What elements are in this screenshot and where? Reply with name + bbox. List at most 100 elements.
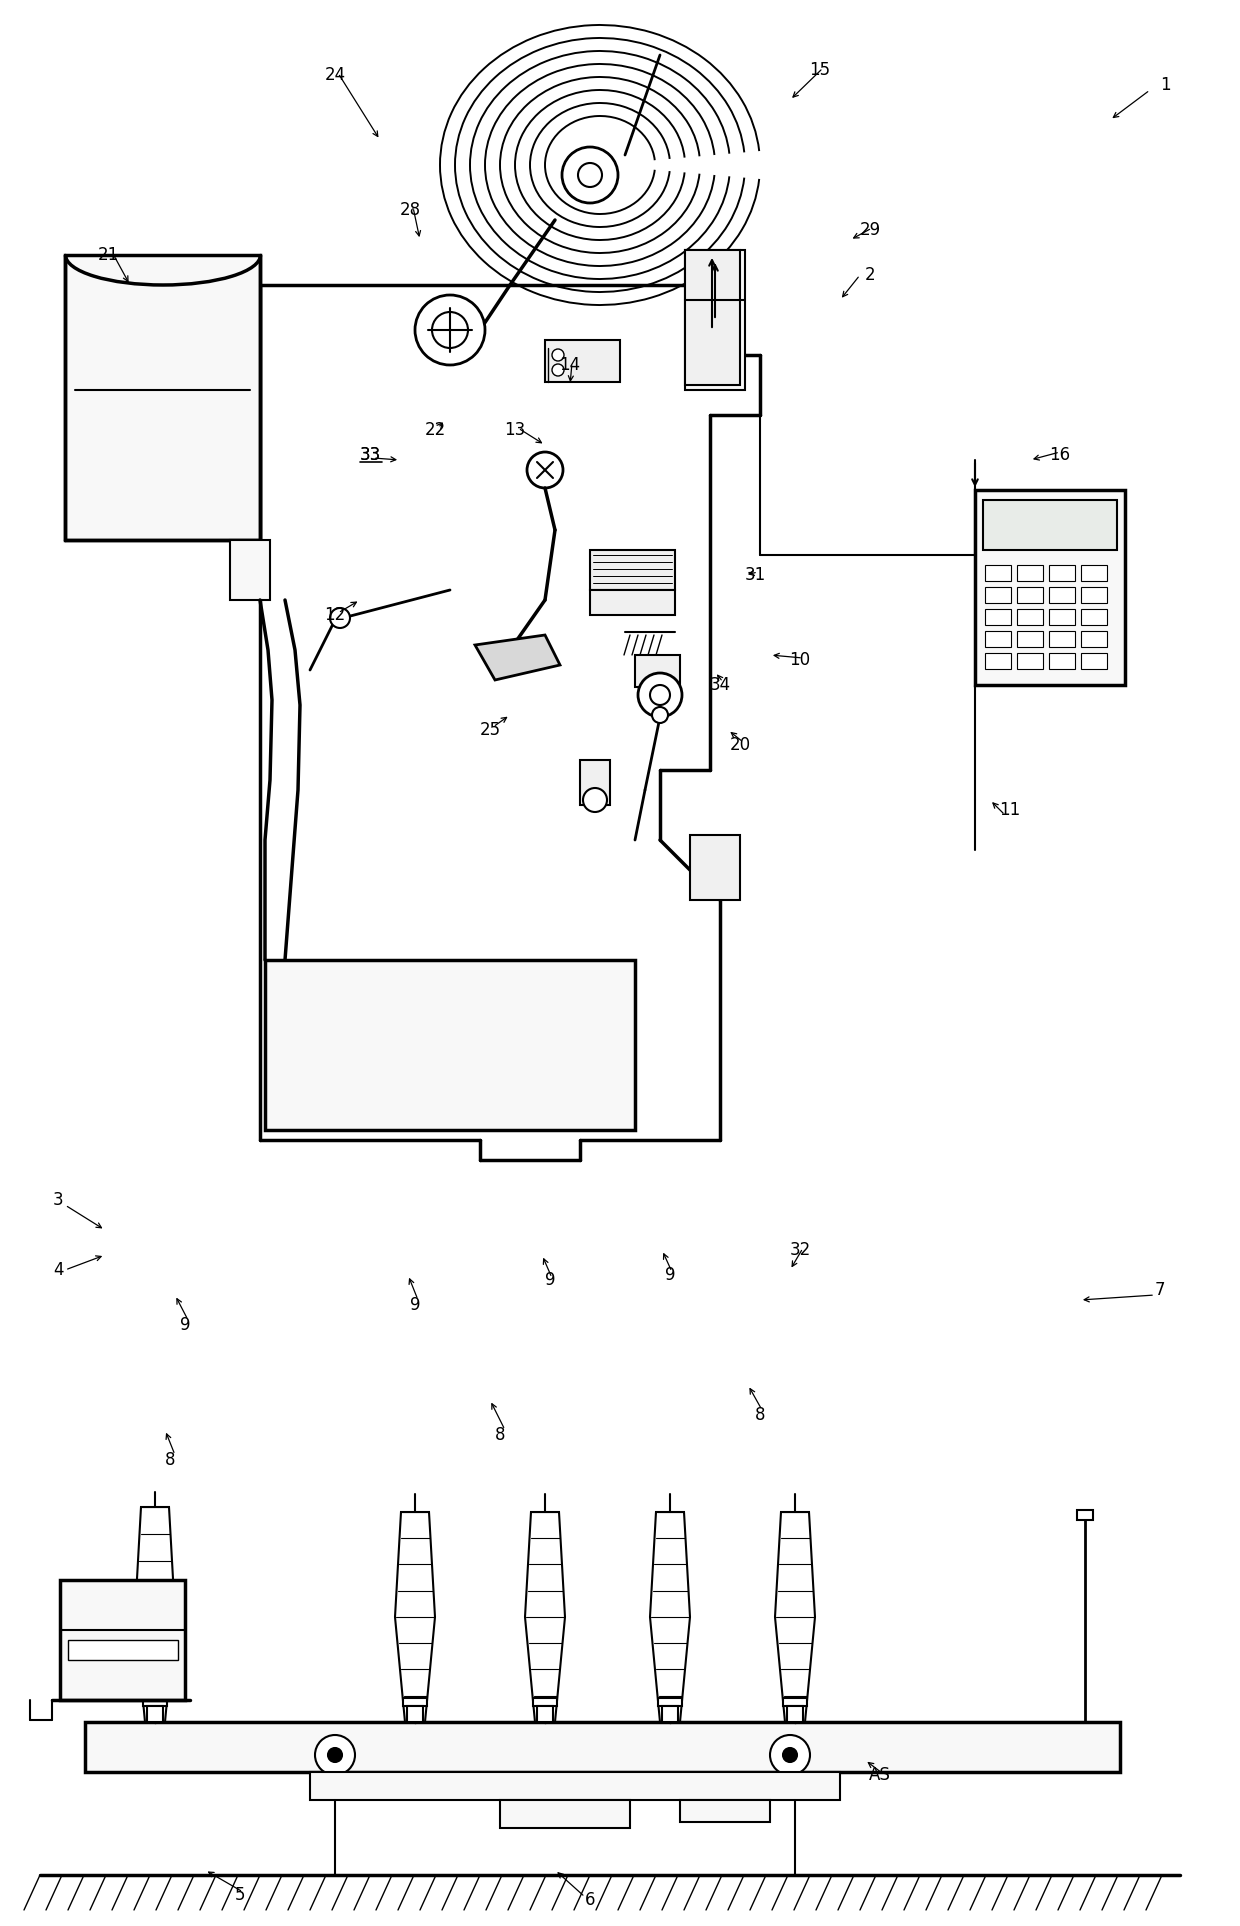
Text: 31: 31 <box>744 566 765 584</box>
Bar <box>64 254 260 539</box>
Bar <box>684 250 740 385</box>
Circle shape <box>770 1735 810 1776</box>
Bar <box>1017 653 1043 668</box>
Bar <box>407 1706 423 1722</box>
Circle shape <box>583 788 608 813</box>
Polygon shape <box>650 1512 689 1722</box>
Circle shape <box>315 1735 355 1776</box>
Bar <box>1049 609 1075 626</box>
Text: 16: 16 <box>1049 447 1070 464</box>
Text: 34: 34 <box>709 676 730 693</box>
Text: 9: 9 <box>180 1315 190 1335</box>
Text: 33: 33 <box>360 447 381 464</box>
Bar <box>787 1706 804 1722</box>
Bar <box>680 1801 770 1822</box>
Bar <box>985 564 1011 582</box>
Circle shape <box>650 686 670 705</box>
Text: 9: 9 <box>665 1265 676 1285</box>
Bar <box>1017 609 1043 626</box>
Bar <box>590 551 675 589</box>
Bar <box>1017 564 1043 582</box>
Text: 8: 8 <box>755 1406 765 1423</box>
Text: 5: 5 <box>234 1886 246 1905</box>
Text: 33: 33 <box>360 447 381 464</box>
Text: 7: 7 <box>1154 1281 1166 1298</box>
Bar <box>580 761 610 805</box>
Text: 4: 4 <box>53 1262 63 1279</box>
Circle shape <box>552 349 564 360</box>
Bar <box>500 1801 630 1828</box>
Bar <box>689 836 740 899</box>
Bar <box>1049 564 1075 582</box>
Text: 14: 14 <box>559 356 580 374</box>
Bar <box>533 1699 557 1706</box>
Polygon shape <box>135 1506 175 1722</box>
Bar <box>86 1722 1120 1772</box>
Circle shape <box>652 707 668 722</box>
Bar <box>1081 587 1107 603</box>
Text: 10: 10 <box>790 651 811 668</box>
Text: 8: 8 <box>495 1425 505 1444</box>
Text: 3: 3 <box>52 1190 63 1210</box>
Text: 8: 8 <box>165 1450 175 1470</box>
Bar <box>1049 653 1075 668</box>
Text: 2: 2 <box>864 266 875 283</box>
Text: 11: 11 <box>999 801 1021 819</box>
Circle shape <box>527 453 563 487</box>
Bar <box>403 1699 427 1706</box>
Bar <box>537 1706 553 1722</box>
Bar <box>985 653 1011 668</box>
Bar <box>985 587 1011 603</box>
Text: 6: 6 <box>585 1891 595 1909</box>
Circle shape <box>432 312 467 349</box>
Text: 22: 22 <box>424 422 445 439</box>
Circle shape <box>415 295 485 366</box>
Text: AS: AS <box>869 1766 890 1783</box>
Text: 9: 9 <box>544 1271 556 1288</box>
Text: 15: 15 <box>810 62 831 79</box>
Bar <box>148 1706 162 1722</box>
Bar <box>985 632 1011 647</box>
Bar <box>68 1641 179 1660</box>
Bar <box>546 341 620 381</box>
Text: 25: 25 <box>480 720 501 740</box>
Bar <box>684 250 745 389</box>
Bar <box>1017 587 1043 603</box>
Bar <box>1081 632 1107 647</box>
Bar <box>229 539 270 601</box>
Bar <box>143 1699 167 1706</box>
Bar <box>658 1699 682 1706</box>
Bar <box>983 501 1117 551</box>
Text: 24: 24 <box>325 65 346 85</box>
Text: 1: 1 <box>1159 75 1171 94</box>
Circle shape <box>552 364 564 376</box>
Bar <box>60 1579 185 1701</box>
Text: 12: 12 <box>325 607 346 624</box>
Bar <box>985 609 1011 626</box>
Bar <box>310 1772 839 1801</box>
Text: 9: 9 <box>409 1296 420 1314</box>
Bar <box>1017 632 1043 647</box>
Bar <box>1049 632 1075 647</box>
Text: 28: 28 <box>399 200 420 220</box>
Circle shape <box>578 164 601 187</box>
Bar <box>782 1699 807 1706</box>
Bar <box>975 489 1125 686</box>
Bar <box>635 655 680 688</box>
Text: 32: 32 <box>790 1240 811 1260</box>
Bar <box>1081 609 1107 626</box>
Bar <box>265 959 635 1131</box>
Circle shape <box>782 1749 797 1762</box>
Circle shape <box>329 1749 342 1762</box>
Bar <box>1078 1510 1092 1520</box>
Polygon shape <box>396 1512 435 1722</box>
Bar <box>590 589 675 614</box>
Circle shape <box>330 609 350 628</box>
Bar <box>1081 564 1107 582</box>
Text: 13: 13 <box>505 422 526 439</box>
Text: 29: 29 <box>859 221 880 239</box>
Polygon shape <box>525 1512 565 1722</box>
Bar <box>1081 653 1107 668</box>
Circle shape <box>562 146 618 202</box>
Text: 20: 20 <box>729 736 750 753</box>
